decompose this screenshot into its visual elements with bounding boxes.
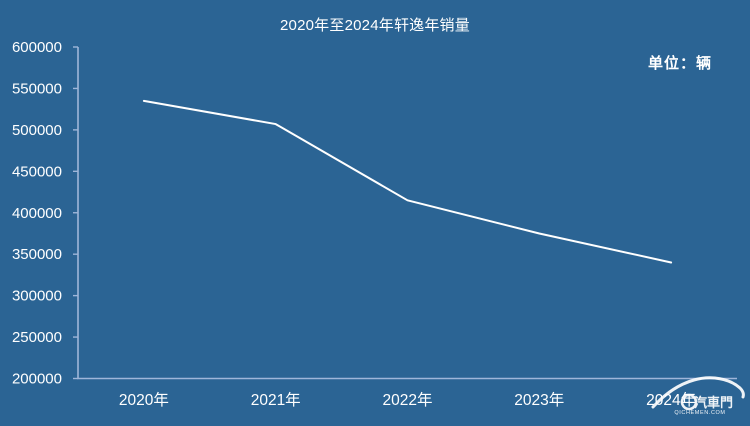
x-axis-label: 2022年 [383,391,433,409]
y-axis-label: 350000 [12,246,62,263]
sales-line [142,99,673,264]
chart-title: 2020年至2024年轩逸年销量 [280,17,470,34]
y-axis-label: 250000 [12,329,62,346]
x-axis-label: 2023年 [514,391,564,409]
car-wheel-icon [680,393,698,411]
car-outline-icon [651,376,745,409]
y-axis-label: 450000 [12,163,62,180]
y-axis-label: 300000 [12,288,62,305]
x-axis-label: 2020年 [119,391,169,409]
y-axis-label: 600000 [12,39,62,56]
y-axis-label: 550000 [12,80,62,97]
watermark-text: 汽車門 [694,395,733,410]
y-axis-label: 400000 [12,205,62,222]
y-axis-label: 200000 [12,371,62,388]
x-axis-label: 2021年 [251,391,301,409]
y-axis-label: 500000 [12,122,62,139]
unit-label: 单位：辆 [647,55,712,72]
watermark-subtext: QICHEMEN.COM [674,410,725,416]
